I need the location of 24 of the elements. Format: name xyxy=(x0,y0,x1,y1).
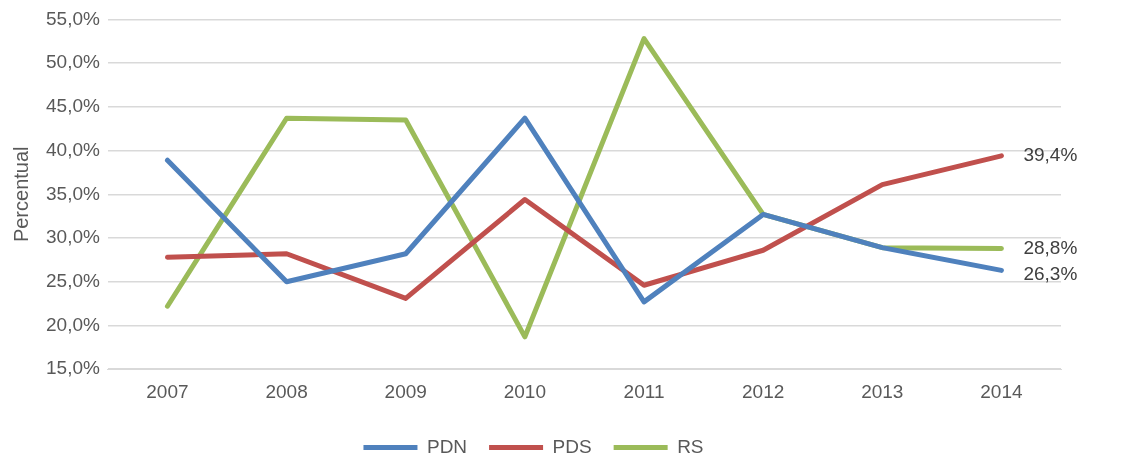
y-tick-label: 30,0% xyxy=(46,226,100,248)
y-tick-label: 15,0% xyxy=(46,357,100,379)
y-tick-label: 45,0% xyxy=(46,95,100,117)
x-tick-label: 2011 xyxy=(623,380,665,402)
legend-label: PDS xyxy=(552,435,592,457)
x-tick-label: 2009 xyxy=(384,380,427,402)
y-axis-title: Percentual xyxy=(9,146,32,243)
x-tick-label: 2012 xyxy=(742,380,785,402)
x-tick-label: 2014 xyxy=(980,380,1023,402)
legend-label: RS xyxy=(677,435,704,457)
y-tick-label: 25,0% xyxy=(46,269,100,291)
y-tick-label: 40,0% xyxy=(46,138,100,160)
y-tick-label: 50,0% xyxy=(46,51,100,73)
data-label: 28,8% xyxy=(1023,236,1078,258)
x-tick-label: 2007 xyxy=(146,380,189,402)
x-tick-label: 2010 xyxy=(503,380,547,402)
legend-label: PDN xyxy=(426,435,468,457)
data-label: 39,4% xyxy=(1023,144,1078,166)
y-tick-label: 35,0% xyxy=(46,182,100,204)
y-tick-label: 20,0% xyxy=(46,313,100,335)
x-tick-label: 2013 xyxy=(861,380,904,402)
y-tick-label: 55,0% xyxy=(46,7,100,29)
x-tick-label: 2008 xyxy=(265,380,308,402)
data-label: 26,3% xyxy=(1023,262,1078,284)
